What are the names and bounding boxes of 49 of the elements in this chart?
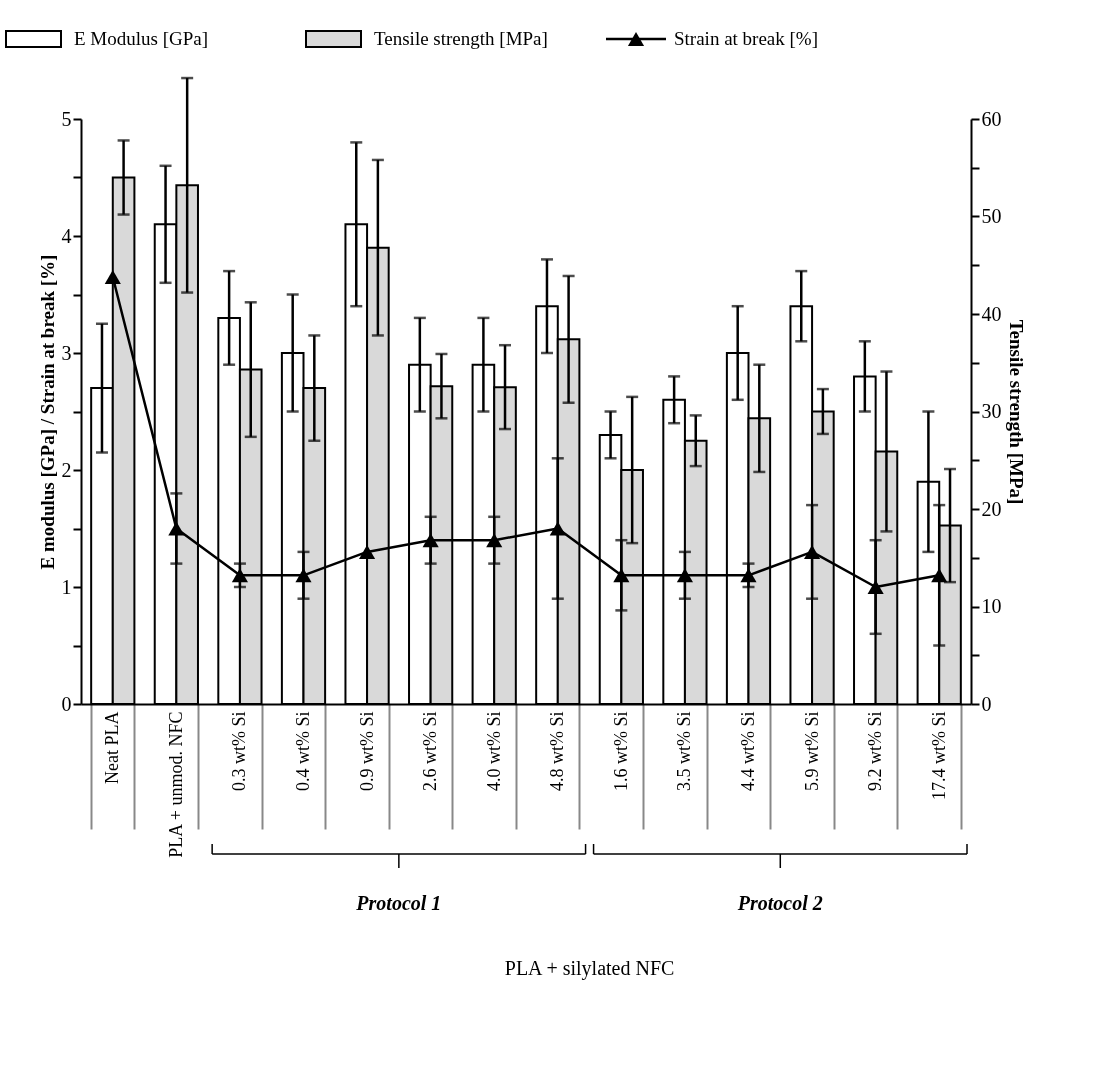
legend-label: Strain at break [%] [674, 28, 819, 49]
text: Protocol 1 [355, 892, 442, 914]
x-tick-label: 4.8 wt% Si [547, 711, 568, 792]
x-tick-label: 17.4 wt% Si [928, 711, 949, 801]
text: PLA + silylated NFC [504, 957, 675, 980]
point [613, 568, 630, 583]
y-tick-label: 0 [61, 692, 72, 715]
x-tick-label: 4.4 wt% Si [738, 711, 758, 792]
legend-label: Tensile strength [MPa] [374, 28, 548, 49]
y2-tick-label: 60 [981, 107, 1002, 130]
x-tick-label: 3.5 wt% Si [674, 711, 695, 792]
point [359, 544, 376, 559]
point [931, 568, 948, 583]
y-tick-label: 5 [61, 107, 72, 130]
point [295, 568, 312, 583]
x-tick-label: 0.4 wt% Si [293, 711, 313, 792]
x-tick-label: 0.9 wt% Si [356, 711, 377, 792]
x-tick-label: 4.0 wt% Si [483, 711, 504, 792]
x-tick-label: 2.6 wt% Si [420, 711, 441, 792]
point [740, 568, 757, 583]
text: Protocol 2 [736, 892, 823, 914]
point [676, 568, 693, 583]
point [867, 580, 884, 594]
y-tick-label: 1 [61, 575, 72, 598]
y-tick-label: 4 [61, 224, 72, 247]
point [168, 521, 185, 536]
y2-tick-label: 50 [981, 205, 1002, 227]
y2-tick-label: 0 [981, 692, 992, 715]
legend-label: E Modulus [GPa] [74, 28, 209, 49]
point [486, 533, 503, 548]
point [231, 568, 248, 583]
x-tick-label: PLA + unmod. NFC [165, 711, 186, 858]
point [422, 533, 439, 548]
y2-axis-title: Tensile strength [MPa] [1005, 319, 1027, 505]
y-tick-label: 3 [61, 341, 72, 364]
point [104, 269, 121, 284]
y-axis-title: E modulus [GPa] / Strain at break [%] [36, 254, 58, 570]
x-tick-label: 9.2 wt% Si [865, 711, 886, 792]
y-tick-label: 2 [61, 458, 72, 481]
y2-tick-label: 30 [981, 400, 1002, 422]
y2-tick-label: 10 [981, 595, 1002, 617]
y2-tick-label: 40 [981, 302, 1002, 325]
point [804, 544, 821, 559]
x-tick-label: 5.9 wt% Si [801, 711, 822, 792]
y2-tick-label: 20 [981, 497, 1002, 520]
point [549, 521, 566, 536]
x-tick-label: Neat PLA [102, 711, 123, 784]
x-tick-label: 0.3 wt% Si [229, 711, 250, 792]
x-tick-label: 1.6 wt% Si [610, 711, 631, 792]
